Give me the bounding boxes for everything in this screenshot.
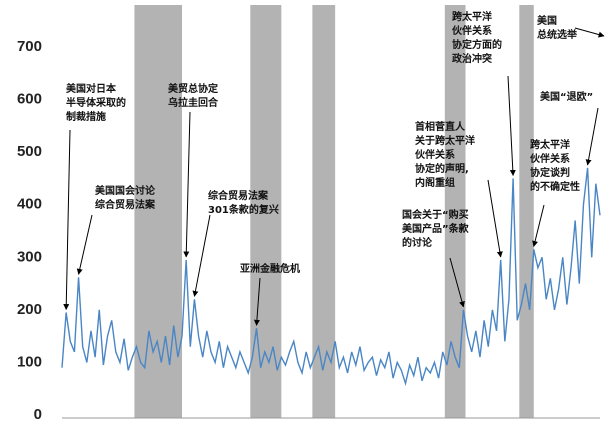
annotation: 综合贸易法案 301条款的复兴: [208, 189, 279, 216]
annotation: 美国总统选举: [537, 14, 578, 41]
annotation-arrow: [449, 257, 465, 308]
annotation-line: 国会关于“购买: [402, 208, 469, 221]
y-tick-label: 0: [34, 406, 42, 421]
series-line: [61, 167, 601, 387]
annotation: 美贸总协定乌拉圭回合: [168, 82, 219, 109]
annotation-arrow: [507, 75, 516, 177]
annotation-line: 首相菅直人: [415, 120, 466, 133]
y-tick-label: 300: [17, 248, 42, 265]
annotation-line: 美国对日本: [66, 82, 117, 95]
y-tick-label: 700: [17, 38, 42, 55]
annotation-line: 半导体采取的: [66, 96, 126, 109]
shaded-period: [444, 5, 466, 418]
annotation-arrow: [574, 27, 605, 38]
annotation-line: 伙伴关系: [415, 148, 455, 161]
annotation-line: 的讨论: [402, 236, 433, 249]
y-tick-label: 600: [17, 91, 42, 108]
annotation: 亚洲金融危机: [240, 262, 300, 275]
annotation-arrow: [532, 204, 545, 247]
annotation-line: 关于跨太平洋: [415, 134, 475, 147]
annotation-line: 总统选举: [537, 28, 578, 41]
annotation-line: 协定方面的: [452, 38, 502, 51]
annotation: 跨太平洋伙伴关系协定方面的政治冲突: [452, 10, 502, 65]
annotation-line: 内阁重组: [415, 176, 455, 189]
annotation-line: 协定谈判: [530, 166, 570, 179]
annotation-line: 美国产品”条款: [402, 222, 470, 235]
annotation-line: 美贸总协定: [168, 82, 218, 95]
annotation-line: 乌拉圭回合: [168, 96, 219, 109]
annotation: 美国对日本半导体采取的制裁措施: [66, 82, 126, 123]
annotation: 美国国会讨论综合贸易法案: [95, 184, 156, 211]
annotation-arrow: [192, 214, 211, 297]
shaded-period: [519, 5, 534, 418]
annotation-line: 协定的声明,: [415, 162, 469, 175]
annotation-arrow: [487, 179, 503, 258]
annotation-arrow: [63, 129, 71, 311]
annotation-line: 制裁措施: [66, 110, 106, 123]
annotation-arrow: [253, 277, 261, 326]
shaded-period: [250, 5, 282, 418]
annotation-line: 301条款的复兴: [208, 203, 279, 216]
annotation-arrow: [76, 214, 93, 275]
y-tick-label: 200: [17, 301, 42, 318]
annotation: 美国“退欧”: [540, 90, 593, 103]
annotation: 国会关于“购买美国产品”条款的讨论: [402, 208, 470, 249]
annotation-line: 美国: [537, 14, 557, 27]
annotation-line: 伙伴关系: [530, 152, 570, 165]
shaded-period: [134, 5, 183, 418]
y-tick-label: 100: [17, 353, 42, 370]
y-tick-label: 500: [17, 143, 42, 160]
annotation-line: 政治冲突: [452, 52, 492, 65]
annotation-line: 跨太平洋: [452, 10, 492, 23]
annotation: 跨太平洋伙伴关系协定谈判的不确定性: [530, 138, 580, 193]
annotation-line: 伙伴关系: [452, 24, 492, 37]
annotation-line: 美国“退欧”: [540, 90, 593, 103]
annotation-line: 综合贸易法案: [95, 198, 156, 211]
annotation: 首相菅直人关于跨太平洋伙伴关系协定的声明,内阁重组: [415, 120, 475, 189]
annotation-line: 亚洲金融危机: [240, 262, 300, 275]
y-tick-label: 400: [17, 196, 42, 213]
annotation-arrow: [585, 107, 599, 166]
annotation-line: 跨太平洋: [530, 138, 570, 151]
annotation-arrow: [183, 111, 191, 258]
annotation-line: 美国国会讨论: [95, 184, 156, 197]
shaded-period: [312, 5, 336, 418]
annotation-line: 综合贸易法案: [208, 189, 269, 202]
annotation-line: 的不确定性: [530, 180, 580, 193]
